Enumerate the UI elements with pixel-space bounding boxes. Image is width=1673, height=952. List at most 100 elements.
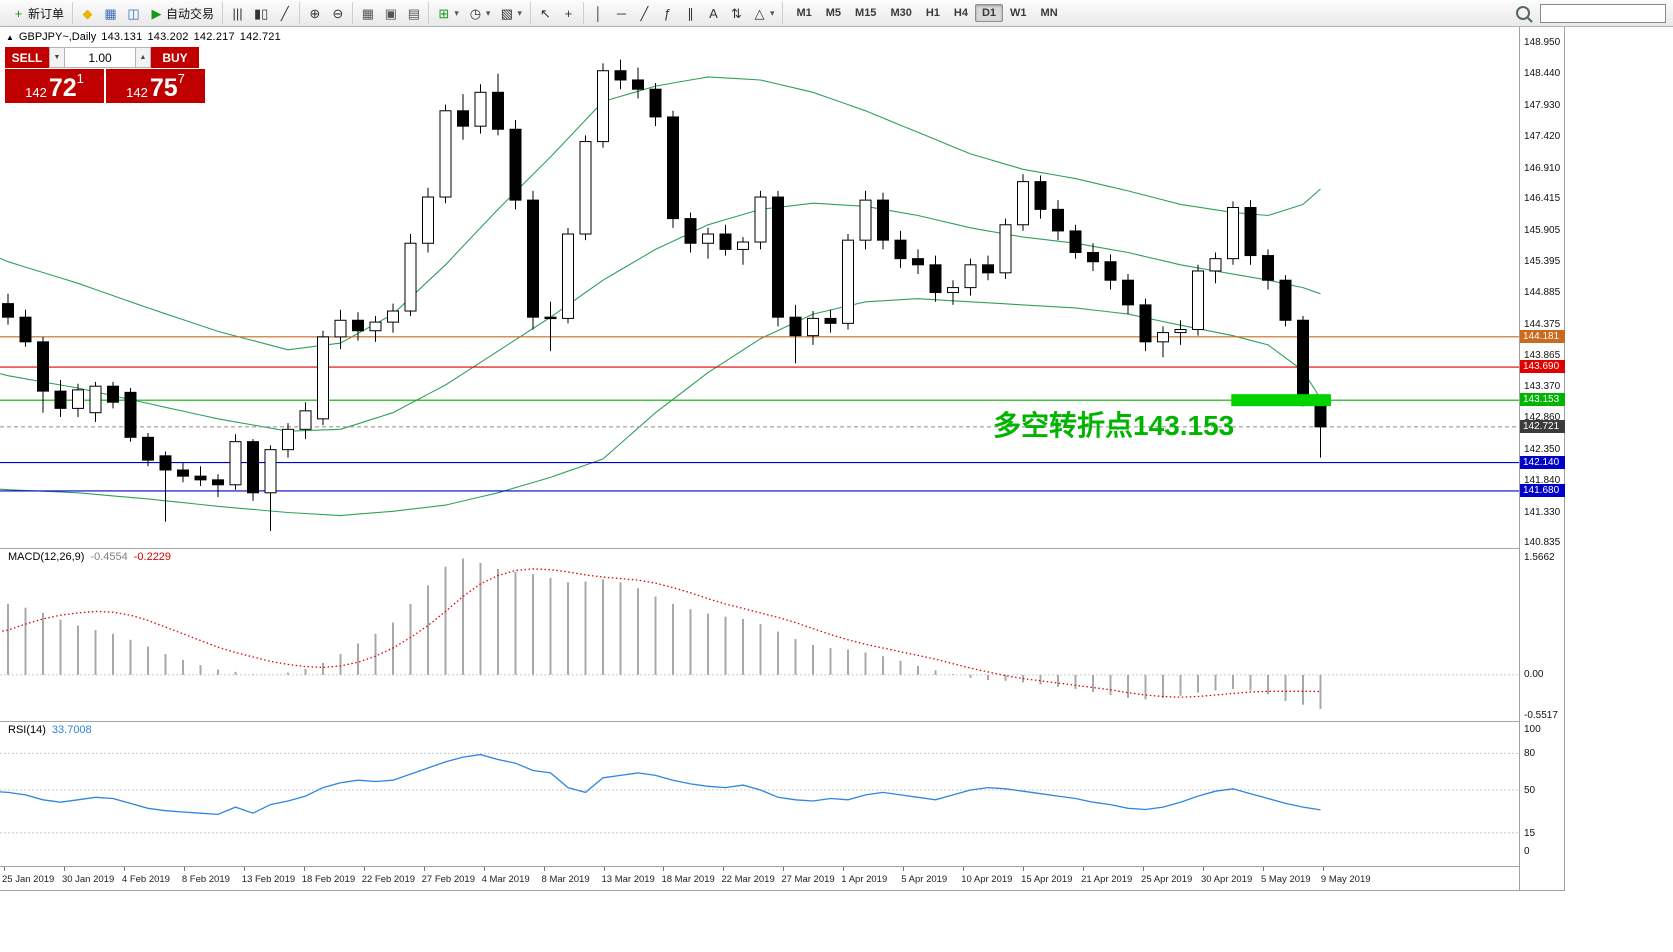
time-axis-tick bbox=[843, 867, 845, 871]
sell-price-figure: 142 bbox=[25, 85, 47, 100]
time-axis-label: 15 Apr 2019 bbox=[1021, 874, 1073, 885]
crosshair-button[interactable]: + bbox=[557, 4, 580, 23]
rsi-axis-tick: 0 bbox=[1524, 846, 1530, 857]
sell-price-button[interactable]: 142 72 1 bbox=[5, 69, 104, 103]
volume-decrease-button[interactable]: ▼ bbox=[49, 47, 65, 68]
new-chart-icon: ▦ bbox=[104, 5, 117, 21]
dropdown-arrow-icon[interactable]: ▾ bbox=[769, 7, 775, 18]
annotation-text[interactable]: 多空转折点143.153 bbox=[993, 410, 1235, 441]
time-axis-label: 5 May 2019 bbox=[1260, 874, 1311, 885]
timeframe-h1-button[interactable]: H1 bbox=[925, 7, 940, 19]
timeframe-h4-button[interactable]: H4 bbox=[953, 7, 968, 19]
search-input[interactable] bbox=[1540, 3, 1666, 23]
macd-label: MACD(12,26,9) -0.4554 -0.2229 bbox=[8, 551, 171, 563]
symbol-title: GBPJPY~,Daily bbox=[18, 31, 97, 43]
autotrade-play-icon: ▶ bbox=[151, 5, 162, 21]
channel-button[interactable]: ∥ bbox=[679, 4, 702, 23]
dropdown-arrow-icon[interactable]: ▾ bbox=[485, 7, 491, 18]
volume-input[interactable] bbox=[65, 47, 135, 68]
volume-increase-button[interactable]: ▲ bbox=[135, 47, 151, 68]
buy-price-button[interactable]: 142 75 7 bbox=[106, 69, 205, 103]
time-axis-tick bbox=[63, 867, 65, 871]
rsi-value: 33.7008 bbox=[51, 724, 92, 736]
cursor-button[interactable]: ↖ bbox=[534, 4, 557, 23]
time-axis-tick bbox=[183, 867, 185, 871]
new-chart-button[interactable]: ▦ bbox=[99, 4, 122, 23]
sell-button[interactable]: SELL bbox=[5, 47, 49, 68]
ohlc-open: 143.131 bbox=[101, 31, 143, 43]
macd-axis-tick: -0.5517 bbox=[1524, 710, 1558, 721]
profile-button[interactable]: ◆ bbox=[76, 4, 99, 23]
dropdown-arrow-icon[interactable]: ▾ bbox=[517, 7, 522, 18]
tile-windows-icon: ▦ bbox=[361, 5, 374, 21]
rsi-indicator-plot-area[interactable] bbox=[0, 722, 1519, 866]
time-axis-label: 8 Feb 2019 bbox=[181, 874, 230, 885]
price-axis-tick: 141.840 bbox=[1524, 475, 1561, 487]
price-axis-tick: 142.860 bbox=[1524, 412, 1561, 424]
chart-list-button[interactable]: ◫ bbox=[122, 4, 145, 23]
periods-button[interactable]: ◷ ▾ bbox=[464, 4, 496, 23]
arrange-windows-button[interactable]: ▤ bbox=[402, 4, 425, 23]
pane-separator[interactable] bbox=[0, 721, 1564, 722]
level-price-tag: 141.680 bbox=[1520, 483, 1565, 497]
tile-windows-button[interactable]: ▦ bbox=[356, 4, 379, 23]
trendline-button[interactable]: ╱ bbox=[633, 4, 656, 23]
indicators-button[interactable]: ⊞ ▾ bbox=[432, 4, 464, 23]
timeframe-m30-button[interactable]: M30 bbox=[890, 7, 912, 19]
bar-chart-type-button[interactable]: ||| bbox=[226, 4, 249, 23]
timeframe-w1-button[interactable]: W1 bbox=[1010, 7, 1027, 19]
level-price-tag: 144.181 bbox=[1520, 329, 1565, 343]
toolbar-button-groups: + 新订单 ◆ ▦ ◫ ▶ 自动交易 ||| ▮▯ ╱ ⊕ ⊖ ▦ ▣ ▤ ⊞ ▾ ◷ ▾ ▧ ▾ ↖ + │ ─ ╱ ƒ ∥ A ⇅ △ ▾ bbox=[4, 0, 784, 26]
line-chart-type-button[interactable]: ╱ bbox=[273, 4, 296, 23]
time-axis-label: 22 Feb 2019 bbox=[361, 874, 416, 885]
text-tool-button[interactable]: A bbox=[702, 4, 725, 23]
time-axis[interactable]: 25 Jan 2019 30 Jan 2019 4 Feb 2019 8 Feb 20… bbox=[0, 866, 1519, 890]
autotrade-button[interactable]: ▶ 自动交易 bbox=[145, 3, 219, 24]
timeframe-m15-button[interactable]: M15 bbox=[855, 7, 877, 19]
macd-indicator-plot-area[interactable] bbox=[0, 549, 1519, 722]
time-axis-label: 5 Apr 2019 bbox=[901, 874, 948, 885]
time-axis-tick bbox=[1203, 867, 1204, 871]
time-axis-tick bbox=[1143, 867, 1145, 871]
sell-price-point: 1 bbox=[76, 71, 84, 86]
zoom-out-button[interactable]: ⊖ bbox=[326, 4, 349, 23]
cascade-windows-button[interactable]: ▣ bbox=[379, 4, 402, 23]
pane-separator[interactable] bbox=[0, 548, 1564, 549]
symbol-info-line: ▲ GBPJPY~,Daily 143.131 143.202 142.217 … bbox=[6, 31, 281, 43]
zoom-in-button[interactable]: ⊕ bbox=[303, 4, 326, 23]
toolbar-search-area bbox=[1511, 3, 1669, 23]
search-button[interactable] bbox=[1511, 4, 1535, 22]
level-price-tag: 143.153 bbox=[1520, 393, 1565, 407]
candlestick-type-button[interactable]: ▮▯ bbox=[249, 4, 273, 23]
shapes-tool-button[interactable]: △ ▾ bbox=[748, 4, 780, 23]
timeframe-mn-button[interactable]: MN bbox=[1040, 7, 1058, 19]
one-click-collapse-icon[interactable]: ▲ bbox=[6, 32, 14, 42]
fibonacci-icon: ƒ bbox=[663, 5, 672, 21]
timeframe-m1-button[interactable]: M1 bbox=[796, 7, 812, 19]
fibonacci-button[interactable]: ƒ bbox=[656, 4, 679, 23]
horizontal-line-button[interactable]: ─ bbox=[610, 4, 633, 23]
new-order-button[interactable]: + 新订单 bbox=[7, 3, 69, 24]
price-chart-plot-area[interactable] bbox=[0, 27, 1519, 549]
text-tool-icon: A bbox=[709, 5, 718, 21]
templates-button[interactable]: ▧ ▾ bbox=[495, 4, 527, 23]
timeframe-d1-button[interactable]: D1 bbox=[974, 4, 1004, 22]
buy-button[interactable]: BUY bbox=[151, 47, 199, 68]
time-axis-label: 27 Mar 2019 bbox=[781, 874, 835, 885]
arrange-windows-icon: ▤ bbox=[407, 5, 420, 21]
price-axis-tick: 145.905 bbox=[1524, 224, 1561, 236]
timeframe-m5-button[interactable]: M5 bbox=[825, 7, 842, 19]
arrows-tool-button[interactable]: ⇅ bbox=[725, 4, 748, 23]
vertical-line-button[interactable]: │ bbox=[587, 4, 610, 23]
price-axis-tick: 143.865 bbox=[1524, 350, 1561, 362]
price-axis[interactable]: 148.950 148.440 147.930 147.420 146.910 146.4… bbox=[1519, 27, 1565, 890]
ohlc-low: 142.217 bbox=[193, 31, 235, 43]
template-icon: ▧ bbox=[500, 5, 514, 21]
price-axis-tick: 146.415 bbox=[1524, 193, 1561, 205]
dropdown-arrow-icon[interactable]: ▾ bbox=[454, 7, 459, 18]
ohlc-close: 142.721 bbox=[239, 31, 281, 43]
time-axis-tick bbox=[303, 867, 305, 871]
rsi-axis-tick: 100 bbox=[1524, 724, 1541, 735]
time-axis-tick bbox=[783, 867, 785, 871]
